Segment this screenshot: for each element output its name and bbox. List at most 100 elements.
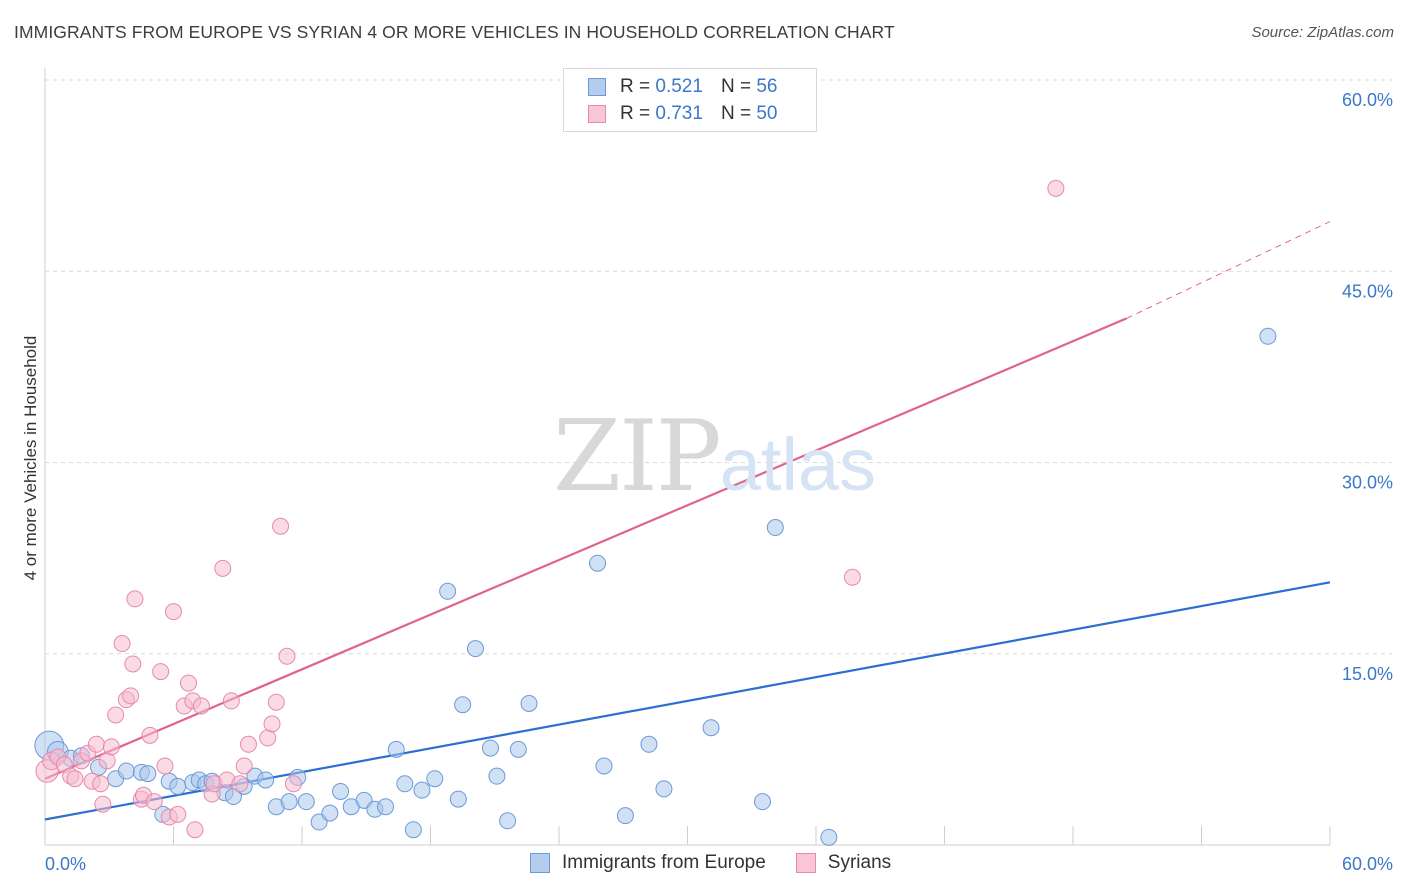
data-point bbox=[616, 807, 634, 825]
data-point bbox=[321, 804, 339, 822]
data-point bbox=[169, 805, 187, 823]
data-point bbox=[272, 517, 290, 535]
data-point bbox=[239, 735, 257, 753]
data-point bbox=[702, 719, 720, 737]
data-point bbox=[766, 519, 784, 537]
data-point bbox=[231, 775, 249, 793]
data-point bbox=[107, 706, 125, 724]
tick-labels: 15.0% 30.0% 45.0% 60.0% 0.0% 60.0% 4 or more V… bbox=[21, 90, 1393, 874]
axes bbox=[44, 68, 1331, 846]
data-point bbox=[488, 767, 506, 785]
data-point bbox=[87, 735, 105, 753]
data-point bbox=[387, 740, 405, 758]
data-point bbox=[640, 735, 658, 753]
r-label: R = bbox=[620, 76, 651, 97]
data-point bbox=[509, 740, 527, 758]
y-axis-title: 4 or more Vehicles in Household bbox=[21, 336, 40, 581]
series-legend: Immigrants from Europe Syrians bbox=[530, 852, 921, 874]
data-point bbox=[267, 693, 285, 711]
legend-label-europe: Immigrants from Europe bbox=[562, 852, 766, 873]
series-syrians bbox=[35, 179, 1065, 839]
n-value-europe: 56 bbox=[756, 76, 778, 97]
data-point bbox=[589, 554, 607, 572]
y-tick-label: 15.0% bbox=[1342, 664, 1393, 684]
data-point bbox=[257, 771, 275, 789]
data-point bbox=[145, 793, 163, 811]
data-point bbox=[141, 726, 159, 744]
data-point bbox=[396, 775, 414, 793]
data-point bbox=[820, 828, 838, 846]
data-point bbox=[192, 697, 210, 715]
y-tick-label: 30.0% bbox=[1342, 473, 1393, 493]
series-europe bbox=[34, 327, 1277, 846]
data-point bbox=[280, 793, 298, 811]
data-point bbox=[92, 775, 110, 793]
data-point bbox=[139, 765, 157, 783]
r-label: R = bbox=[620, 103, 651, 124]
data-point bbox=[169, 777, 187, 795]
data-point bbox=[124, 655, 142, 673]
n-label: N = bbox=[720, 103, 752, 124]
data-point bbox=[94, 795, 112, 813]
data-point bbox=[126, 590, 144, 608]
legend-swatch-syrians bbox=[795, 853, 816, 873]
data-point bbox=[179, 674, 197, 692]
r-value-syrians: 0.731 bbox=[655, 103, 703, 124]
trend-lines bbox=[44, 221, 1331, 821]
data-point bbox=[263, 715, 281, 733]
gridlines bbox=[45, 79, 1392, 655]
data-point bbox=[499, 812, 517, 830]
stats-legend: R = 0.521 N = 56 R = 0.731 N = 50 bbox=[563, 68, 817, 132]
data-point bbox=[214, 559, 232, 577]
x-tick-label: 0.0% bbox=[45, 854, 86, 874]
data-point bbox=[66, 770, 84, 788]
legend-label-syrians: Syrians bbox=[827, 852, 892, 873]
data-point bbox=[454, 696, 472, 714]
data-point bbox=[284, 775, 302, 793]
data-point bbox=[520, 694, 538, 712]
data-point bbox=[222, 692, 240, 710]
data-point bbox=[98, 752, 116, 770]
data-point bbox=[1047, 179, 1065, 197]
chart-source: Source: ZipAtlas.com bbox=[1251, 24, 1394, 41]
data-point bbox=[235, 757, 253, 775]
data-point bbox=[595, 757, 613, 775]
data-point bbox=[122, 687, 140, 705]
data-point bbox=[113, 635, 131, 653]
data-point bbox=[156, 757, 174, 775]
data-point bbox=[1259, 327, 1277, 345]
data-point bbox=[449, 790, 467, 808]
data-point bbox=[117, 762, 135, 780]
r-value-europe: 0.521 bbox=[655, 76, 703, 97]
data-point bbox=[102, 738, 120, 756]
data-point bbox=[413, 781, 431, 799]
x-tick-label: 60.0% bbox=[1342, 854, 1393, 874]
data-point bbox=[377, 798, 395, 816]
stats-legend-row-europe: R = 0.521 N = 56 bbox=[588, 74, 777, 100]
n-label: N = bbox=[720, 76, 752, 97]
data-point bbox=[481, 739, 499, 757]
data-points bbox=[34, 179, 1277, 846]
data-point bbox=[655, 780, 673, 798]
legend-item-europe[interactable]: Immigrants from Europe bbox=[530, 852, 766, 874]
legend-item-syrians[interactable]: Syrians bbox=[795, 852, 892, 874]
data-point bbox=[297, 793, 315, 811]
legend-swatch-europe bbox=[530, 853, 550, 873]
data-point bbox=[466, 640, 484, 658]
data-point bbox=[186, 821, 204, 839]
y-tick-label: 45.0% bbox=[1342, 281, 1393, 301]
legend-swatch-europe bbox=[588, 78, 606, 96]
legend-swatch-syrians bbox=[588, 105, 606, 123]
n-value-syrians: 50 bbox=[756, 103, 778, 124]
chart-title: IMMIGRANTS FROM EUROPE VS SYRIAN 4 OR MO… bbox=[14, 22, 895, 42]
y-tick-label: 60.0% bbox=[1342, 90, 1393, 110]
data-point bbox=[843, 568, 861, 586]
data-point bbox=[278, 647, 296, 665]
data-point bbox=[426, 770, 444, 788]
data-point bbox=[259, 729, 277, 747]
data-point bbox=[165, 603, 182, 621]
stats-legend-row-syrians: R = 0.731 N = 50 bbox=[588, 101, 777, 127]
data-point bbox=[753, 793, 771, 811]
trend-line-syrians-extension bbox=[1126, 221, 1331, 319]
